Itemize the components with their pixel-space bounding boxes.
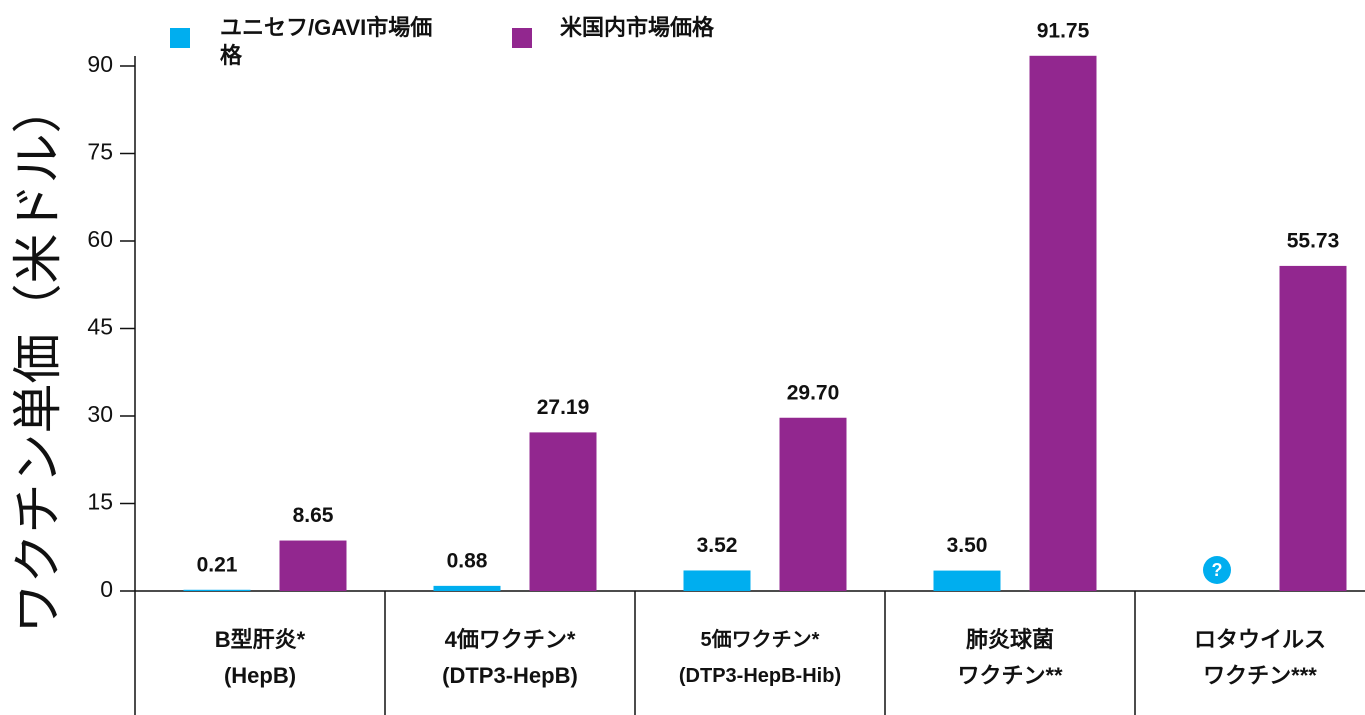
bar	[1279, 265, 1347, 591]
y-tick-label: 90	[87, 51, 113, 77]
legend-label: 米国内市場価格	[560, 15, 715, 40]
x-tick-label: B型肝炎* (HepB)	[214, 627, 306, 688]
legend-swatch	[170, 28, 190, 48]
value-label: 29.70	[787, 381, 840, 404]
value-label: ?	[1212, 560, 1223, 580]
unknown-marker	[1203, 556, 1231, 584]
bar	[683, 570, 751, 591]
legend-label: ユニセフ/GAVI市場価格	[220, 15, 433, 68]
bar	[529, 432, 597, 591]
value-label: 3.50	[947, 534, 988, 557]
y-tick-label: 75	[87, 139, 113, 165]
bar	[1029, 55, 1097, 591]
y-tick-label: 45	[87, 314, 113, 340]
y-tick-label: 60	[87, 226, 113, 252]
value-label: 91.75	[1037, 19, 1090, 42]
legend-swatch	[512, 28, 532, 48]
x-tick-label: 4価ワクチン* (DTP3-HepB)	[442, 627, 578, 688]
value-label: 8.65	[293, 504, 334, 527]
bar	[779, 417, 847, 591]
y-tick-label: 15	[87, 489, 113, 515]
x-tick-label: ロタウイルス ワクチン***	[1193, 627, 1326, 688]
bar	[433, 585, 501, 591]
y-tick-label: 30	[87, 401, 113, 427]
x-tick-label: 5価ワクチン* (DTP3-HepB-Hib)	[678, 629, 842, 687]
value-label: 27.19	[537, 396, 590, 419]
x-tick-label: 肺炎球菌 ワクチン**	[957, 627, 1063, 688]
value-label: 0.88	[447, 549, 488, 572]
y-axis-label: ワクチン単価（米ドル）	[10, 84, 66, 634]
value-label: 55.73	[1287, 229, 1340, 252]
value-label: 3.52	[697, 534, 738, 557]
y-tick-label: 0	[100, 576, 113, 602]
bar	[279, 540, 347, 591]
bar	[183, 589, 251, 591]
value-label: 0.21	[197, 553, 238, 576]
bar	[933, 570, 1001, 591]
